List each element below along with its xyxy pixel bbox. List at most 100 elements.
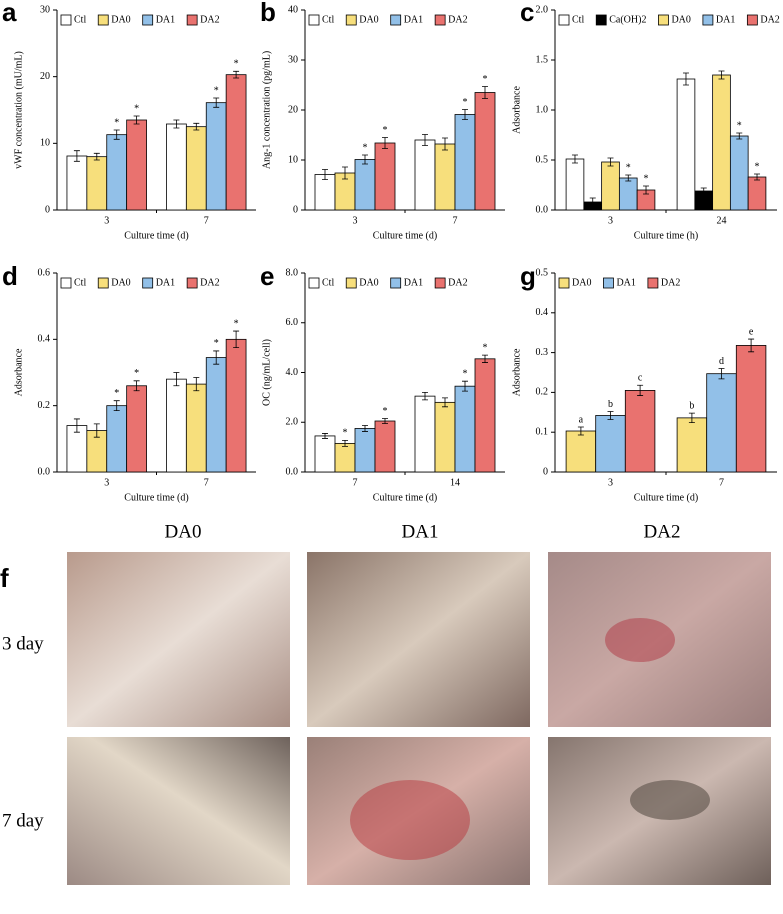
panel-label: e [260, 261, 274, 291]
legend-label: DA0 [359, 14, 378, 25]
error-bar [382, 418, 388, 424]
legend-label: DA2 [661, 277, 680, 288]
legend-label: DA1 [156, 14, 175, 25]
legend-label: DA0 [359, 277, 378, 288]
panel-label: d [2, 261, 18, 291]
y-tick-label: 10 [288, 154, 298, 165]
error-bar [133, 115, 140, 125]
error-bar [133, 380, 140, 392]
error-bar [342, 440, 348, 447]
annotation: * [234, 318, 239, 329]
error-bar [748, 338, 755, 353]
photo [67, 552, 290, 727]
error-bar [462, 109, 468, 120]
annotation: * [343, 428, 348, 439]
annotation: c [638, 373, 643, 384]
bar [712, 74, 731, 211]
stain [350, 780, 470, 860]
stain [605, 618, 675, 662]
legend-swatch [186, 14, 198, 26]
bar [205, 102, 227, 211]
bar [706, 373, 737, 473]
x-axis-label: Culture time (d) [124, 230, 188, 241]
y-tick-label: 1.0 [536, 104, 549, 115]
bar [729, 135, 749, 211]
legend-swatch [97, 14, 109, 26]
annotation: * [234, 59, 239, 70]
legend-swatch [186, 277, 198, 289]
annotation: * [383, 125, 388, 136]
y-axis-label: Adsorbance [13, 348, 24, 396]
bar [414, 395, 436, 473]
error-bar [193, 377, 200, 392]
error-bar [362, 154, 368, 165]
y-tick-label: 8.0 [286, 267, 299, 278]
legend-label: DA2 [448, 277, 467, 288]
annotation: * [214, 85, 219, 96]
error-bar [213, 350, 220, 365]
error-bar [442, 137, 448, 151]
bar [676, 78, 696, 211]
y-tick-label: 0.0 [536, 204, 549, 215]
annotation: * [644, 173, 649, 184]
x-tick-label: 3 [608, 477, 613, 488]
error-bar [322, 169, 328, 180]
legend-label: DA2 [200, 14, 219, 25]
y-tick-label: 1.5 [536, 54, 549, 65]
row-header: 3 day [2, 633, 44, 654]
panel-label: a [2, 0, 17, 27]
bar [618, 177, 638, 211]
legend-swatch [142, 14, 154, 26]
legend-label: Ctl [322, 14, 334, 25]
y-tick-label: 0.0 [286, 466, 299, 477]
legend-label: DA0 [572, 277, 591, 288]
x-tick-label: 3 [104, 215, 109, 226]
bar [565, 158, 585, 211]
bar [454, 385, 476, 473]
photo [307, 552, 530, 727]
legend-label: DA0 [671, 14, 690, 25]
legend-label: DA0 [111, 14, 130, 25]
legend-swatch [647, 277, 659, 289]
annotation: * [134, 103, 139, 114]
legend-swatch [345, 14, 357, 26]
x-tick-label: 3 [608, 215, 613, 226]
legend-label: DA0 [111, 277, 130, 288]
annotation: b [689, 400, 694, 411]
bar [434, 401, 456, 473]
bar [354, 428, 376, 473]
y-tick-label: 40 [288, 4, 298, 15]
y-tick-label: 10 [40, 138, 50, 149]
x-tick-label: 3 [353, 215, 358, 226]
x-axis-label: Culture time (d) [124, 492, 188, 503]
annotation: * [214, 338, 219, 349]
error-bar [173, 372, 180, 387]
y-tick-label: 30 [40, 4, 50, 15]
legend-label: DA2 [448, 14, 467, 25]
error-bar [589, 197, 596, 207]
legend-swatch [308, 14, 320, 26]
error-bar [754, 173, 761, 181]
x-tick-label: 7 [719, 477, 724, 488]
legend-label: Ctl [74, 14, 86, 25]
legend-swatch [702, 14, 714, 26]
y-tick-label: 0.0 [38, 466, 51, 477]
annotation: a [579, 414, 584, 425]
annotation: * [114, 117, 119, 128]
error-bar [682, 72, 689, 86]
panel-label: b [260, 0, 276, 27]
panel-label: f [0, 563, 9, 593]
bar [601, 161, 620, 211]
legend-swatch [434, 277, 446, 289]
column-header: DA0 [165, 521, 202, 542]
error-bar [193, 122, 200, 131]
legend-swatch [558, 277, 570, 289]
legend-label: Ca(OH)2 [609, 14, 646, 25]
bar [126, 119, 147, 211]
panel-label: g [520, 261, 536, 291]
bar [225, 74, 247, 211]
y-tick-label: 0.6 [38, 267, 51, 278]
error-bar [113, 400, 120, 412]
x-tick-label: 7 [353, 477, 358, 488]
